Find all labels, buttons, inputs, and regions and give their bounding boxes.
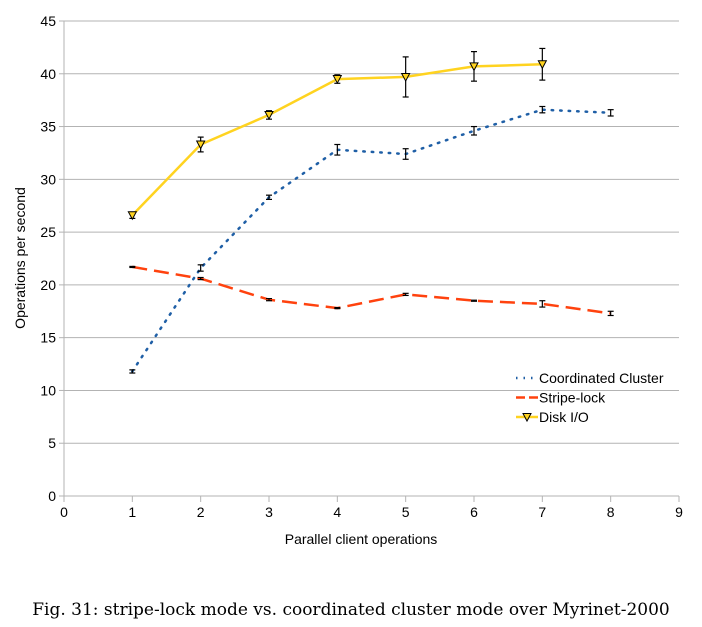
legend-item: Coordinated Cluster — [516, 370, 664, 386]
error-bar — [471, 125, 477, 136]
error-bar — [607, 310, 614, 317]
data-point-marker — [537, 60, 548, 70]
x-tick-label: 3 — [265, 504, 273, 520]
error-bar — [402, 148, 409, 160]
x-tick-label: 5 — [402, 504, 410, 520]
x-tick-label: 9 — [675, 504, 683, 520]
x-axis-label: Parallel client operations — [285, 531, 438, 547]
error-bar — [471, 299, 477, 302]
error-bar — [197, 276, 204, 281]
error-bar — [539, 300, 546, 308]
series-line-stripe-lock — [132, 265, 611, 315]
error-bar — [197, 264, 204, 272]
y-tick-label: 10 — [40, 382, 56, 398]
error-bar — [334, 143, 341, 156]
legend-label: Coordinated Cluster — [539, 370, 664, 386]
series-disk-i-o — [127, 47, 548, 221]
data-point-marker — [264, 110, 274, 121]
y-tick-label: 30 — [40, 171, 56, 187]
x-tick-label: 6 — [470, 504, 478, 520]
legend: Coordinated Cluster Stripe-lock Disk I/O — [516, 370, 664, 425]
y-tick-label: 0 — [48, 488, 56, 504]
y-tick-label: 45 — [40, 13, 56, 29]
error-bar — [266, 194, 272, 200]
y-tick-label: 5 — [48, 435, 56, 451]
error-bar — [129, 265, 136, 269]
data-point-marker — [127, 211, 138, 221]
series-layer — [127, 47, 614, 374]
data-point-marker — [332, 75, 343, 85]
series-stripe-lock — [129, 265, 614, 317]
x-tick-label: 2 — [197, 504, 205, 520]
y-tick-label: 25 — [40, 224, 56, 240]
legend-item: Disk I/O — [516, 409, 589, 425]
x-tick-label: 0 — [60, 504, 68, 520]
data-point-marker — [469, 62, 479, 72]
y-tick-label: 35 — [40, 119, 56, 135]
x-tick-label: 8 — [607, 504, 615, 520]
y-tick-label: 15 — [40, 330, 56, 346]
data-point-marker — [400, 72, 411, 83]
error-bar — [266, 298, 272, 302]
legend-label: Stripe-lock — [539, 390, 606, 406]
series-line-disk-i-o — [131, 63, 543, 217]
series-line-coordinated-cluster — [131, 108, 612, 373]
y-tick-label: 40 — [40, 66, 56, 82]
series-coordinated-cluster — [129, 105, 614, 374]
x-tick-label: 7 — [538, 504, 546, 520]
y-tick-label: 20 — [40, 277, 56, 293]
data-point-marker — [195, 140, 206, 150]
error-bar — [539, 105, 546, 114]
error-bar — [334, 306, 341, 310]
legend-marker — [522, 413, 532, 423]
legend-label: Disk I/O — [539, 409, 589, 425]
y-axis-label: Operations per second — [12, 187, 28, 329]
x-tick-label: 1 — [128, 504, 136, 520]
x-tick-label: 4 — [333, 504, 341, 520]
figure-caption: Fig. 31: stripe-lock mode vs. coordinate… — [32, 600, 670, 620]
error-bar — [607, 109, 614, 117]
error-bar — [402, 292, 409, 297]
error-bar — [129, 369, 136, 374]
legend-item: Stripe-lock — [516, 390, 606, 406]
